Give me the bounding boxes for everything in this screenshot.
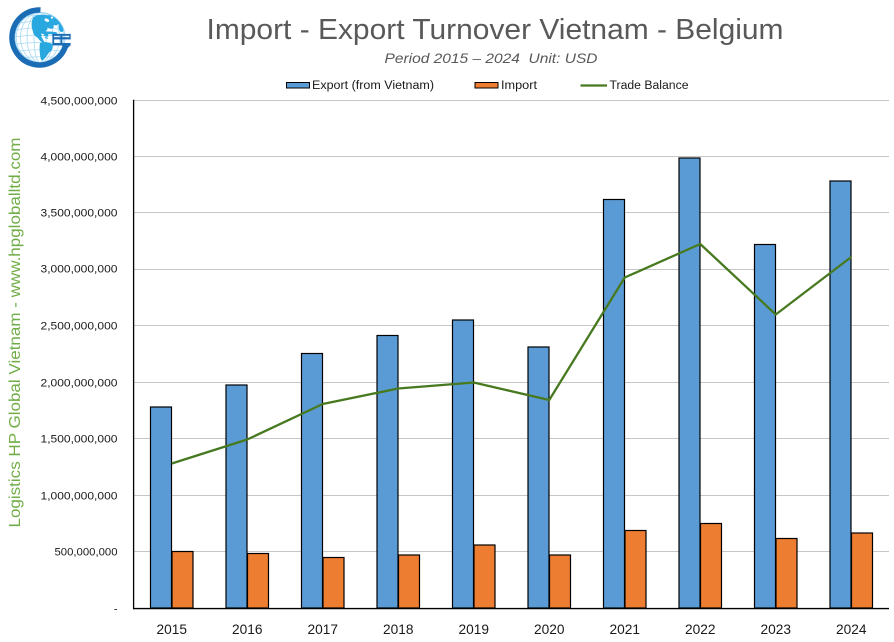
svg-text:-: -	[114, 604, 118, 616]
svg-text:3,000,000,000: 3,000,000,000	[41, 264, 118, 276]
svg-text:2,000,000,000: 2,000,000,000	[41, 378, 118, 390]
svg-text:Trade Balance: Trade Balance	[610, 80, 689, 92]
svg-text:2,500,000,000: 2,500,000,000	[41, 321, 118, 333]
svg-text:4,000,000,000: 4,000,000,000	[41, 152, 118, 164]
svg-text:Import: Import	[501, 80, 538, 92]
svg-text:2018: 2018	[383, 621, 414, 637]
svg-text:Period 2015 – 2024 Unit: USD: Period 2015 – 2024 Unit: USD	[385, 50, 598, 66]
svg-text:Export (from Vietnam): Export (from Vietnam)	[312, 80, 434, 92]
svg-text:Import - Export Turnover Vietn: Import - Export Turnover Vietnam - Belgi…	[207, 14, 784, 46]
svg-text:2024: 2024	[836, 621, 867, 637]
svg-text:2017: 2017	[308, 621, 339, 637]
svg-text:2019: 2019	[459, 621, 490, 637]
svg-text:2020: 2020	[534, 621, 565, 637]
svg-text:Logistics HP Global Vietnam -: Logistics HP Global Vietnam - www.hpglob…	[7, 137, 24, 527]
svg-text:4,500,000,000: 4,500,000,000	[41, 96, 118, 108]
svg-text:1,500,000,000: 1,500,000,000	[41, 434, 118, 446]
svg-text:500,000,000: 500,000,000	[55, 547, 118, 559]
svg-text:1,000,000,000: 1,000,000,000	[41, 491, 118, 503]
svg-text:3,500,000,000: 3,500,000,000	[41, 208, 118, 220]
svg-text:2015: 2015	[157, 621, 188, 637]
svg-text:2021: 2021	[610, 621, 641, 637]
svg-text:2016: 2016	[232, 621, 263, 637]
svg-text:2022: 2022	[685, 621, 716, 637]
svg-text:2023: 2023	[761, 621, 792, 637]
